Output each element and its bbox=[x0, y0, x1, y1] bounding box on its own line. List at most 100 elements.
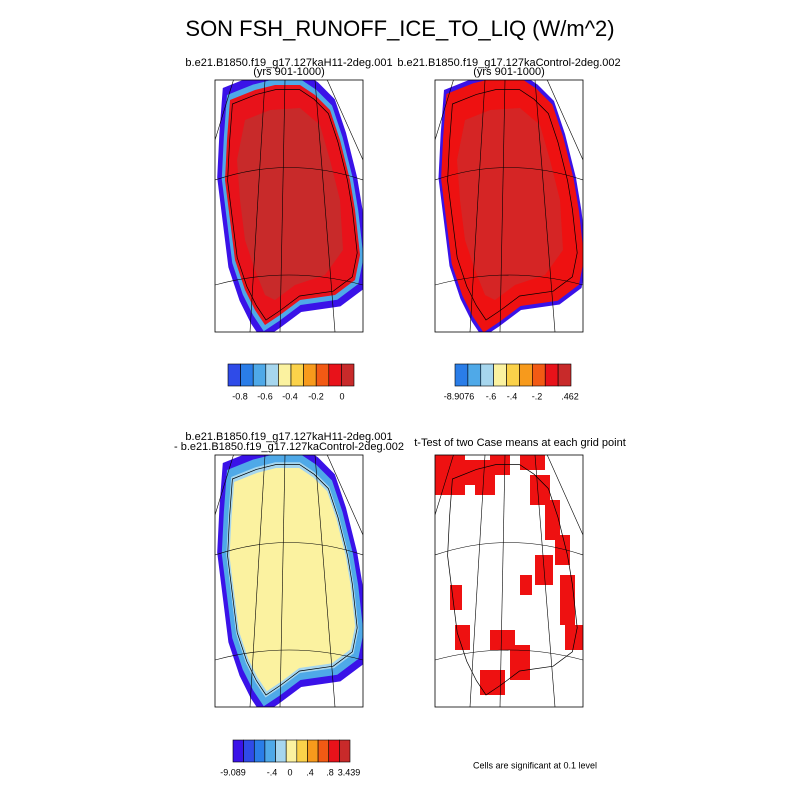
colorbar-label: .8 bbox=[326, 767, 334, 777]
map bbox=[215, 455, 363, 707]
panel-title: - b.e21.B1850.f19_g17.127kaControl-2deg.… bbox=[174, 441, 404, 453]
latitude-line bbox=[435, 542, 583, 556]
colorbar-box bbox=[341, 363, 355, 387]
significant-cell bbox=[490, 630, 515, 650]
meridian bbox=[215, 455, 234, 516]
meridian bbox=[435, 80, 454, 141]
map-frame bbox=[214, 454, 364, 708]
colorbar-box bbox=[232, 739, 244, 763]
colorbar-box bbox=[328, 363, 342, 387]
meridian bbox=[215, 80, 234, 141]
panel-title: (yrs 901-1000) bbox=[473, 66, 545, 78]
meridian bbox=[279, 80, 286, 332]
colorbar-box bbox=[278, 363, 292, 387]
colorbar-label: -.2 bbox=[532, 391, 543, 401]
colorbar-label: -0.8 bbox=[232, 391, 248, 401]
colorbar-box bbox=[532, 363, 546, 387]
meridian bbox=[314, 80, 336, 332]
colorbar-box bbox=[339, 739, 351, 763]
meridian bbox=[326, 80, 363, 161]
panel-title: (yrs 901-1000) bbox=[253, 66, 325, 78]
panel-title: b.e21.B1850.f19_g17.127kaH11-2deg.001 bbox=[185, 57, 392, 69]
colorbar-box bbox=[467, 363, 482, 387]
colorbar-label: -0.4 bbox=[282, 391, 298, 401]
meridian bbox=[534, 80, 556, 332]
colorbar-label: 3.439 bbox=[338, 767, 361, 777]
colorbar-label: 0 bbox=[287, 767, 292, 777]
colorbar-label: .462 bbox=[561, 391, 579, 401]
meridian bbox=[469, 455, 486, 707]
colorbar-box bbox=[557, 363, 572, 387]
colorbar-label: .4 bbox=[306, 767, 314, 777]
colorbar-box bbox=[253, 739, 266, 763]
latitude-line bbox=[215, 542, 363, 556]
colorbar-box bbox=[454, 363, 469, 387]
significant-cell bbox=[530, 475, 550, 505]
colorbar-box bbox=[265, 363, 279, 387]
colorbar-box bbox=[252, 363, 267, 387]
colorbar-label: -9.089 bbox=[220, 767, 246, 777]
interior-cells bbox=[237, 108, 343, 300]
latitude-line bbox=[215, 649, 363, 661]
meridian bbox=[546, 80, 583, 161]
map bbox=[435, 80, 583, 332]
significant-cell bbox=[545, 500, 560, 540]
meridian bbox=[279, 455, 286, 707]
meridian bbox=[499, 455, 506, 707]
colorbar-box bbox=[307, 739, 319, 763]
meridian bbox=[435, 455, 454, 516]
significant-cell bbox=[520, 455, 545, 470]
coastline bbox=[447, 89, 578, 321]
colorbar-label: -.4 bbox=[267, 767, 278, 777]
colorbar-box bbox=[275, 739, 287, 763]
meridian bbox=[499, 80, 506, 332]
coastline bbox=[227, 464, 358, 696]
significant-cell bbox=[520, 575, 532, 595]
colorbar-box bbox=[290, 363, 304, 387]
colorbar-box bbox=[303, 363, 317, 387]
colorbar-box bbox=[296, 739, 308, 763]
colorbar-box bbox=[317, 739, 330, 763]
coastline bbox=[447, 464, 578, 696]
meridian bbox=[249, 455, 266, 707]
meridian bbox=[469, 80, 486, 332]
panel-title: b.e21.B1850.f19_g17.127kaControl-2deg.00… bbox=[397, 57, 620, 69]
colorbar-box bbox=[506, 363, 520, 387]
latitude-line bbox=[215, 167, 363, 181]
interior-cells bbox=[457, 108, 563, 300]
panel-title: b.e21.B1850.f19_g17.127kaH11-2deg.001 bbox=[185, 431, 392, 443]
colorbar-label: -.6 bbox=[486, 391, 497, 401]
meridian bbox=[249, 80, 266, 332]
colorbar-box bbox=[315, 363, 330, 387]
colorbar-label: -.4 bbox=[507, 391, 518, 401]
significant-cell bbox=[475, 475, 495, 495]
colorbar-box bbox=[243, 739, 255, 763]
colorbar-box bbox=[493, 363, 507, 387]
latitude-line bbox=[435, 274, 583, 286]
latitude-line bbox=[215, 274, 363, 286]
latitude-line bbox=[435, 167, 583, 181]
meridian bbox=[534, 455, 556, 707]
colorbar-label: -0.2 bbox=[308, 391, 324, 401]
significant-cell bbox=[510, 645, 530, 680]
significant-cell bbox=[555, 535, 570, 565]
figure-title: SON FSH_RUNOFF_ICE_TO_LIQ (W/m^2) bbox=[185, 16, 614, 41]
meridian bbox=[546, 455, 583, 536]
map bbox=[215, 80, 363, 332]
colorbar-box bbox=[328, 739, 340, 763]
colorbar-box bbox=[240, 363, 254, 387]
latitude-line bbox=[435, 649, 583, 661]
map bbox=[435, 455, 583, 707]
meridian bbox=[326, 455, 363, 536]
colorbar-label: -0.6 bbox=[257, 391, 273, 401]
colorbar-box bbox=[544, 363, 559, 387]
significant-cell bbox=[450, 585, 462, 610]
colorbar-box bbox=[264, 739, 276, 763]
colorbar-box bbox=[285, 739, 298, 763]
coastline bbox=[227, 89, 358, 321]
panel-title: t-Test of two Case means at each grid po… bbox=[414, 437, 626, 449]
map-frame bbox=[434, 79, 584, 333]
map-frame bbox=[214, 79, 364, 333]
colorbar-label: 0 bbox=[339, 391, 344, 401]
